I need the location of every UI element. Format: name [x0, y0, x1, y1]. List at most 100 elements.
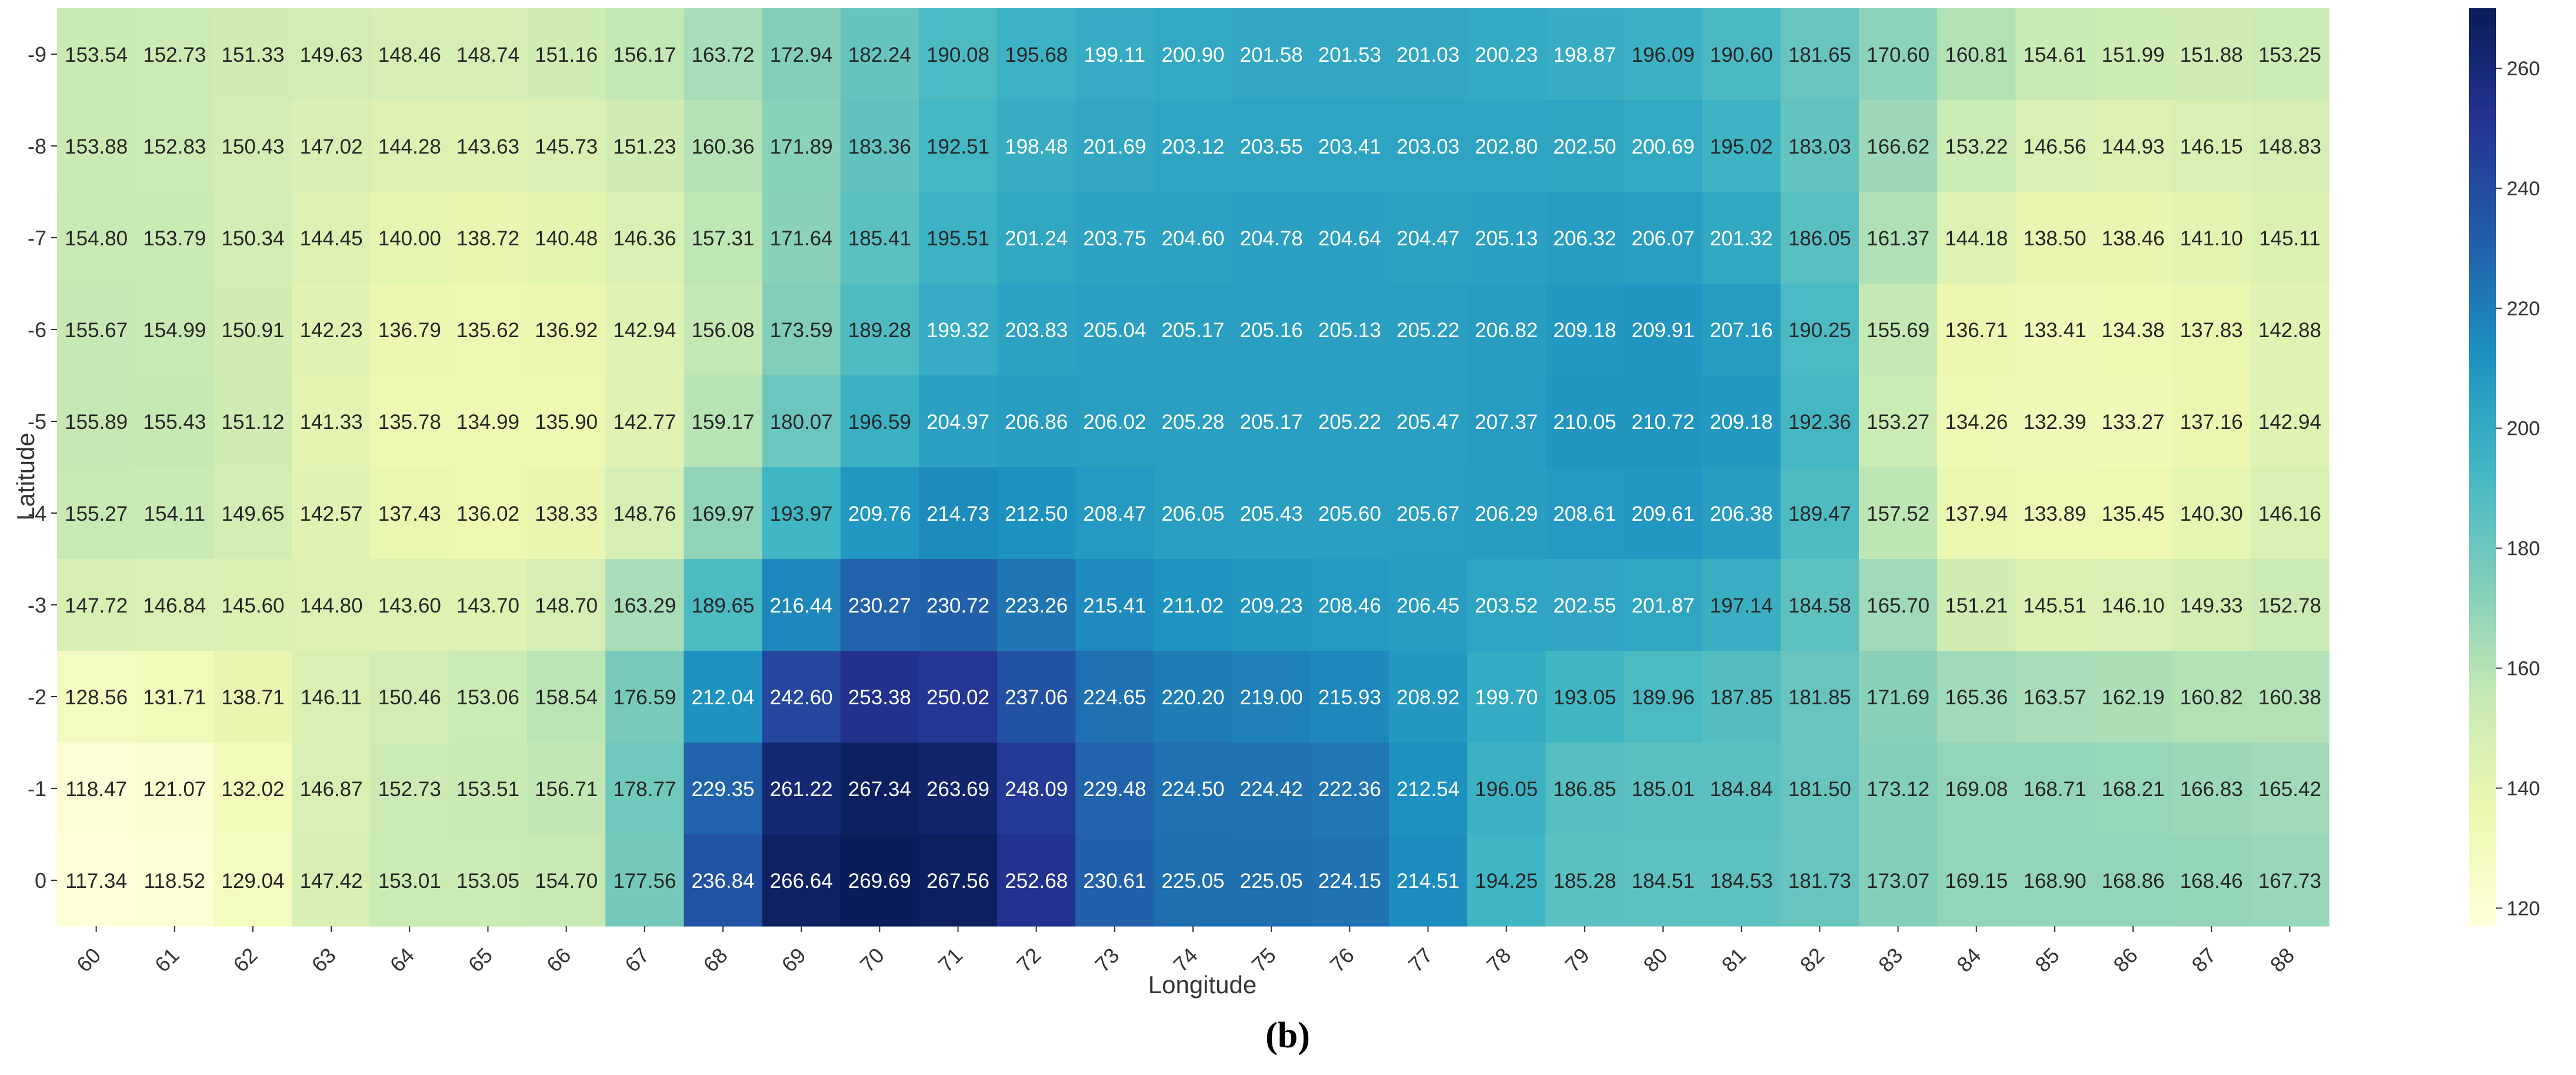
heatmap-cell: [1624, 375, 1703, 468]
heatmap-cell: [1154, 192, 1233, 284]
cell-value-label: 194.25: [1475, 870, 1538, 893]
cell-value-label: 152.78: [2258, 594, 2321, 617]
heatmap-cell: [1388, 375, 1468, 468]
heatmap-cell: [762, 467, 841, 560]
heatmap-cell: [2015, 284, 2095, 376]
heatmap-cell: [292, 467, 371, 560]
heatmap-cell: [57, 559, 136, 651]
heatmap-cell: [1075, 467, 1155, 560]
heatmap-cell: [370, 8, 449, 101]
cell-value-label: 206.29: [1475, 502, 1538, 525]
cell-value-label: 147.72: [65, 594, 128, 617]
heatmap-cell: [135, 8, 214, 101]
cell-value-label: 205.16: [1240, 319, 1303, 342]
cell-value-label: 183.03: [1788, 135, 1851, 158]
x-tick-label: 78: [1482, 943, 1515, 977]
heatmap-cell: [448, 834, 528, 927]
heatmap-cell: [1702, 467, 1781, 560]
cell-value-label: 168.90: [2023, 870, 2086, 893]
heatmap-cell: [1154, 375, 1233, 468]
cell-value-label: 142.57: [300, 502, 363, 525]
heatmap-cell: [448, 375, 528, 468]
cell-value-label: 198.48: [1005, 135, 1068, 158]
cell-value-label: 205.47: [1397, 411, 1459, 434]
heatmap-cell: [918, 192, 998, 284]
x-tick-label: 72: [1012, 943, 1045, 977]
cell-value-label: 143.63: [456, 135, 519, 158]
heatmap-cell: [292, 375, 371, 468]
heatmap-cell: [997, 559, 1076, 651]
cell-value-label: 193.05: [1553, 686, 1616, 709]
cell-value-label: 205.67: [1397, 502, 1459, 525]
heatmap-cell: [1780, 651, 1859, 743]
cell-value-label: 155.69: [1867, 319, 1929, 342]
cell-value-label: 181.65: [1788, 44, 1851, 66]
heatmap-cell: [1075, 651, 1155, 743]
heatmap-cell: [448, 743, 528, 835]
heatmap-cell: [918, 743, 998, 835]
cell-value-label: 193.97: [770, 502, 833, 525]
heatmap-cell: [214, 559, 293, 651]
cell-value-label: 160.82: [2180, 686, 2243, 709]
cell-value-label: 266.64: [770, 870, 833, 893]
y-tick-label: -9: [28, 42, 46, 66]
cell-value-label: 214.51: [1397, 870, 1459, 893]
heatmap-cell: [997, 467, 1076, 560]
cell-value-label: 205.17: [1161, 319, 1224, 342]
heatmap-cell: [918, 559, 998, 651]
heatmap-cell: [1545, 8, 1625, 101]
heatmap-cell: [214, 743, 293, 835]
cell-value-label: 145.51: [2023, 594, 2086, 617]
cell-value-label: 157.31: [691, 227, 754, 250]
heatmap-cell: [1545, 192, 1625, 284]
heatmap-cell: [1858, 8, 1938, 101]
heatmap-cell: [57, 284, 136, 376]
heatmap-cell: [684, 192, 763, 284]
heatmap-cell: [1780, 375, 1859, 468]
cell-value-label: 156.71: [535, 778, 598, 801]
y-tick-label: -8: [28, 134, 46, 158]
heatmap-cell: [1154, 100, 1233, 192]
heatmap-cell: [1858, 651, 1938, 743]
heatmap-cell: [135, 834, 214, 927]
heatmap-cell: [1624, 100, 1703, 192]
cell-value-label: 261.22: [770, 778, 833, 801]
heatmap-cell: [684, 8, 763, 101]
cell-value-label: 148.83: [2258, 135, 2321, 158]
cell-value-label: 180.07: [770, 411, 833, 434]
cell-value-label: 205.60: [1318, 502, 1381, 525]
cell-value-label: 155.89: [65, 411, 128, 434]
cell-value-label: 165.42: [2258, 778, 2321, 801]
cell-value-label: 133.27: [2102, 411, 2165, 434]
cell-value-label: 147.02: [300, 135, 363, 158]
cell-value-label: 155.27: [65, 502, 128, 525]
heatmap-cell: [1937, 192, 2016, 284]
heatmap-cell: [1858, 100, 1938, 192]
heatmap-cell: [1937, 743, 2016, 835]
heatmap-cell: [1780, 559, 1859, 651]
x-axis-ticks: 60 61 62 63 64 65 66 67 68 69 70 71 72 73 74 75 76 77 78 79…: [72, 926, 2299, 977]
heatmap-cell: [2172, 8, 2251, 101]
cell-value-label: 242.60: [770, 686, 833, 709]
heatmap-cell: [1624, 559, 1703, 651]
heatmap-cell: [1937, 284, 2016, 376]
heatmap-cell: [527, 284, 606, 376]
heatmap-cell: [135, 467, 214, 560]
cell-value-label: 208.92: [1397, 686, 1459, 709]
cell-value-label: 142.23: [300, 319, 363, 342]
y-tick-label: -6: [28, 318, 46, 342]
heatmap-cell: [1232, 559, 1311, 651]
heatmap-cell: [1545, 743, 1625, 835]
cell-value-label: 173.59: [770, 319, 833, 342]
x-tick-label: 60: [72, 943, 105, 977]
heatmap-cell: [1624, 834, 1703, 927]
heatmap-cell: [1780, 192, 1859, 284]
cell-value-label: 210.72: [1631, 411, 1694, 434]
heatmap-cell: [214, 8, 293, 101]
heatmap-cell: [527, 743, 606, 835]
heatmap-cell: [1310, 651, 1389, 743]
cell-value-label: 236.84: [691, 870, 754, 893]
cell-value-label: 162.19: [2102, 686, 2165, 709]
heatmap-cell: [2094, 192, 2173, 284]
heatmap-cell: [684, 284, 763, 376]
